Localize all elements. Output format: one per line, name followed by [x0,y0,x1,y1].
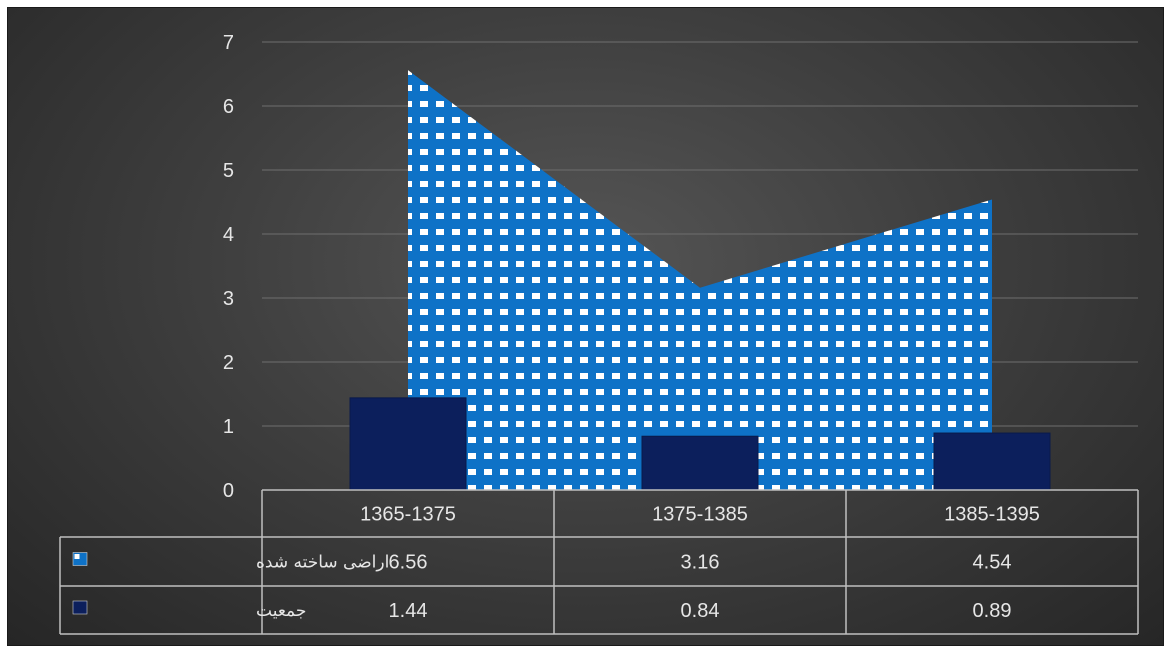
table-value: 6.56 [389,552,428,574]
table-value: 0.89 [973,600,1012,622]
y-tick-label: 2 [223,352,234,374]
legend-key [72,600,88,615]
bar-population [933,432,1051,491]
legend-key-pattern [74,554,80,559]
y-tick-label: 0 [223,480,234,502]
y-tick-label: 1 [223,416,234,438]
bar-population [349,397,467,491]
y-tick-label: 4 [223,224,234,246]
category-label: 1365-1375 [360,504,456,526]
area-layer [408,70,992,490]
table-value: 0.84 [681,600,720,622]
table-value: 1.44 [389,600,428,622]
series-name: اراضی ساخته شده [256,553,389,573]
bar-layer [349,397,1051,491]
category-label: 1375-1385 [652,504,748,526]
area-series-built-land [408,70,992,490]
y-tick-label: 5 [223,160,234,182]
y-tick-label: 6 [223,96,234,118]
category-label: 1385-1395 [944,504,1040,526]
ytick-layer: 0 1 2 3 4 5 6 7 [223,32,234,502]
series-name: جمعیت [256,601,306,621]
y-tick-label: 3 [223,288,234,310]
data-table: 1365-1375 1375-1385 1385-1395 اراضی ساخته ش… [59,489,1139,635]
y-tick-label: 7 [223,32,234,54]
table-value: 3.16 [681,552,720,574]
table-value: 4.54 [973,552,1012,574]
bar-population [641,435,759,491]
